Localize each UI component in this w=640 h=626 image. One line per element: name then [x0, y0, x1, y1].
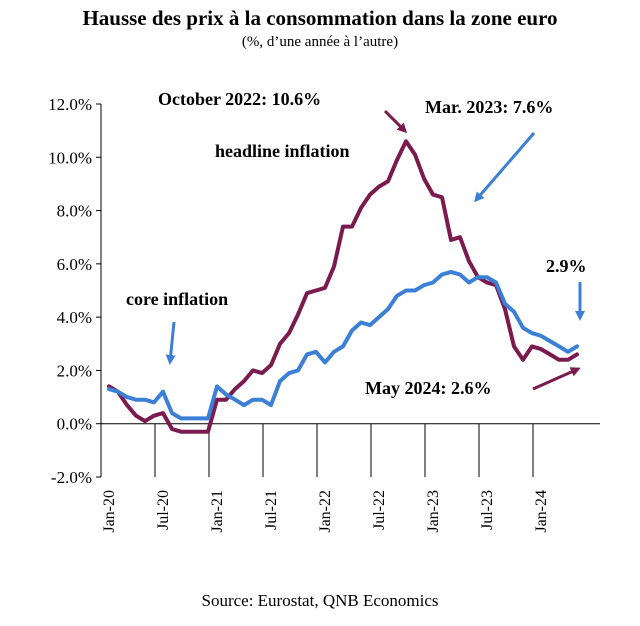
series-layer: [107, 139, 579, 434]
chart-title: Hausse des prix à la consommation dans l…: [82, 6, 558, 30]
y-tick-label: 12.0%: [48, 95, 92, 114]
y-tick-label: 0.0%: [57, 415, 92, 434]
y-tick-label: 6.0%: [57, 255, 92, 274]
x-tick-label: Jul-21: [263, 490, 280, 530]
annotation-headline-inflation: headline inflation: [215, 141, 350, 161]
y-tick-label: 10.0%: [48, 148, 92, 167]
arrow-october-2022: [383, 109, 408, 134]
headline-inflation-line: [107, 139, 579, 434]
x-tick-label: Jan-24: [533, 490, 550, 533]
annotation-layer: October 2022: 10.6% Mar. 2023: 7.6% head…: [126, 89, 587, 398]
x-tick-label: Jan-23: [425, 490, 442, 533]
x-tick-label: Jul-23: [479, 490, 496, 530]
chart-subtitle: (%, d’une année à l’autre): [241, 34, 399, 50]
y-tick-label: 4.0%: [57, 308, 92, 327]
arrow-core-inflation: [165, 321, 176, 365]
x-tick-label: Jul-22: [371, 490, 388, 530]
x-tick-label: Jan-21: [209, 490, 226, 533]
y-tick-label: 2.0%: [57, 361, 92, 380]
annotation-2-9: 2.9%: [546, 256, 587, 276]
y-tick-label: -2.0%: [51, 468, 92, 487]
annotation-core-inflation: core inflation: [126, 289, 228, 309]
annotation-mar-2023: Mar. 2023: 7.6%: [425, 97, 553, 117]
core-inflation-line: [107, 269, 579, 421]
y-tick-label: 8.0%: [57, 202, 92, 221]
x-tick-label: Jan-20: [101, 490, 118, 533]
annotation-october-2022: October 2022: 10.6%: [158, 89, 321, 109]
chart-source: Source: Eurostat, QNB Economics: [201, 591, 439, 610]
x-tick-label: Jul-20: [155, 490, 172, 530]
x-tick-label: Jan-22: [317, 490, 334, 533]
annotation-may-2024: May 2024: 2.6%: [365, 378, 491, 398]
arrow-may-2024: [532, 367, 581, 391]
axes: -2.0% 0.0% 2.0% 4.0% 6.0% 8.0% 10.0% 12.0% Jan-2…: [48, 95, 600, 533]
arrow-mar-2023: [474, 132, 536, 203]
